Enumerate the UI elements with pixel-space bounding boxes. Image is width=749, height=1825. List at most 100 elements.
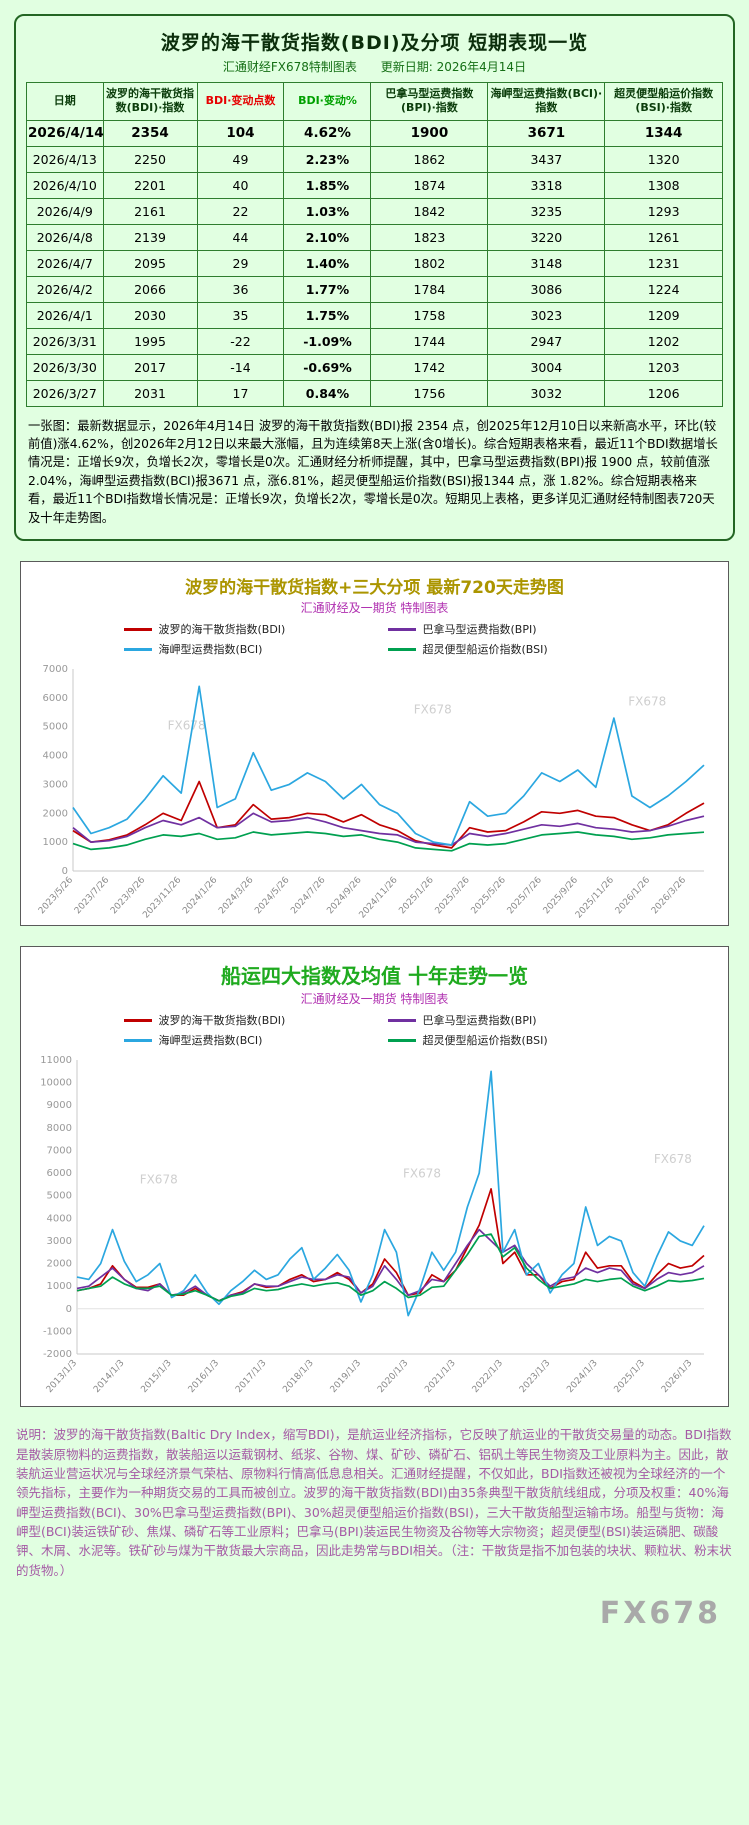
x-tick-label: 2025/5/26 xyxy=(470,875,508,916)
chart-720-panel: 波罗的海干散货指数+三大分项 最新720天走势图 汇通财经及一期货 特制图表 波… xyxy=(20,561,729,927)
cell: 3671 xyxy=(487,119,606,147)
table-row: 2026/4/10 2201 40 1.85% 1874 3318 1308 xyxy=(26,171,723,199)
legend-item: 海岬型运费指数(BCI) xyxy=(123,1032,362,1048)
cell: 29 xyxy=(196,249,285,277)
chart-10y-svg: -2000 -1000 0 1000 2000 3000 4000 5000 6000 7000 8… xyxy=(40,1055,705,1396)
table-row: 2026/4/7 2095 29 1.40% 1802 3148 1231 xyxy=(26,249,723,277)
x-tick-label: 2024/9/26 xyxy=(325,875,363,916)
cell: 1202 xyxy=(604,327,723,355)
x-tick-label: 2024/5/26 xyxy=(253,875,291,916)
x-tick-label: 2018/1/3 xyxy=(281,1359,315,1396)
cell: 2026/4/10 xyxy=(26,171,104,199)
cell: 1261 xyxy=(604,223,723,251)
y-tick-label: 2000 xyxy=(47,1259,72,1270)
x-tick-label: 2025/1/3 xyxy=(613,1359,647,1396)
table-note: 一张图：最新数据显示，2026年4月14日 波罗的海干散货指数(BDI)报 23… xyxy=(28,418,718,525)
cell: 1756 xyxy=(370,379,489,407)
x-tick-label: 2026/1/26 xyxy=(614,875,652,916)
table-title: 波罗的海干散货指数(BDI)及分项 短期表现一览 xyxy=(160,32,589,54)
x-tick-label: 2024/3/26 xyxy=(217,875,255,916)
bdi-table-body: 2026/4/14 2354 104 4.62% 1900 3671 1344 2026/4/… xyxy=(26,119,723,407)
legend-item: 超灵便型船运价指数(BSI) xyxy=(387,641,626,657)
chart-watermark: FX678 xyxy=(414,703,452,717)
x-tick-label: 2026/3/26 xyxy=(650,875,688,916)
legend-label: 海岬型运费指数(BCI) xyxy=(158,643,263,657)
legend-swatch xyxy=(387,647,416,651)
y-tick-label: 0 xyxy=(62,866,68,877)
x-tick-label: 2017/1/3 xyxy=(234,1359,268,1396)
y-tick-label: 6000 xyxy=(47,1168,72,1179)
y-tick-label: 6000 xyxy=(43,693,68,704)
x-tick-label: 2023/5/26 xyxy=(37,875,75,916)
chart-watermark: FX678 xyxy=(168,719,206,733)
cell: 2026/4/9 xyxy=(26,197,104,225)
column-header: BDI·变动点数 xyxy=(196,82,285,121)
chart-10y-panel: 船运四大指数及均值 十年走势一览 汇通财经及一期货 特制图表 波罗的海干散货指数… xyxy=(20,946,729,1408)
chart-watermark: FX678 xyxy=(654,1152,692,1166)
series-line xyxy=(76,1188,705,1302)
cell: -0.69% xyxy=(283,353,372,381)
cell: 3086 xyxy=(487,275,606,303)
y-tick-label: -2000 xyxy=(43,1349,72,1360)
cell: 35 xyxy=(196,301,285,329)
legend-swatch xyxy=(387,627,416,631)
y-tick-label: 3000 xyxy=(47,1236,72,1247)
cell: 1209 xyxy=(604,301,723,329)
y-tick-label: 9000 xyxy=(47,1100,72,1111)
cell: 1802 xyxy=(370,249,489,277)
cell: 3220 xyxy=(487,223,606,251)
cell: 2026/3/27 xyxy=(26,379,104,407)
legend-label: 超灵便型船运价指数(BSI) xyxy=(422,643,548,657)
cell: 2201 xyxy=(102,171,198,199)
x-tick-label: 2020/1/3 xyxy=(376,1359,410,1396)
legend-swatch xyxy=(123,627,152,631)
x-tick-label: 2021/1/3 xyxy=(423,1359,457,1396)
column-header: 巴拿马型运费指数(BPI)·指数 xyxy=(370,82,489,121)
x-tick-label: 2023/1/3 xyxy=(518,1359,552,1396)
table-subtitle-date: 更新日期: 2026年4月14日 xyxy=(380,60,527,74)
cell: 1203 xyxy=(604,353,723,381)
y-tick-label: 5000 xyxy=(43,722,68,733)
chart-10y-subtitle: 汇通财经及一期货 特制图表 xyxy=(300,992,449,1007)
cell: 2066 xyxy=(102,275,198,303)
cell: 2026/4/1 xyxy=(26,301,104,329)
chart-watermark: FX678 xyxy=(140,1173,178,1187)
cell: -1.09% xyxy=(283,327,372,355)
cell: 36 xyxy=(196,275,285,303)
cell: 40 xyxy=(196,171,285,199)
legend-label: 海岬型运费指数(BCI) xyxy=(158,1034,263,1048)
legend-swatch xyxy=(387,1038,416,1042)
chart-720-title: 波罗的海干散货指数+三大分项 最新720天走势图 xyxy=(185,578,564,599)
y-tick-label: 10000 xyxy=(40,1078,72,1089)
series-line xyxy=(72,812,705,847)
legend-item: 波罗的海干散货指数(BDI) xyxy=(123,621,362,637)
column-header: 日期 xyxy=(26,82,104,121)
legend-swatch xyxy=(123,647,152,651)
legend-label: 波罗的海干散货指数(BDI) xyxy=(158,1014,286,1028)
x-tick-label: 2016/1/3 xyxy=(187,1359,221,1396)
x-tick-label: 2025/11/26 xyxy=(574,875,616,920)
cell: 1308 xyxy=(604,171,723,199)
chart-10y-legend: 波罗的海干散货指数(BDI) 巴拿马型运费指数(BPI) 海岬型运费指数(BCI) 超… xyxy=(29,1012,720,1048)
cell: 4.62% xyxy=(283,119,372,147)
y-tick-label: 7000 xyxy=(43,664,68,675)
table-header-row: 日期 波罗的海干散货指数(BDI)·指数 BDI·变动点数 BDI·变动% 巴拿马型运费… xyxy=(26,82,723,121)
cell: 2095 xyxy=(102,249,198,277)
cell: 1823 xyxy=(370,223,489,251)
chart-720-svg: 010002000300040005000600070002023/5/2620… xyxy=(37,664,705,921)
legend-swatch xyxy=(123,1038,152,1042)
y-tick-label: 5000 xyxy=(47,1191,72,1202)
cell: 2250 xyxy=(102,145,198,173)
cell: 1231 xyxy=(604,249,723,277)
series-line xyxy=(76,1070,705,1317)
cell: 1900 xyxy=(370,119,489,147)
table-row: 2026/4/9 2161 22 1.03% 1842 3235 1293 xyxy=(26,197,723,225)
legend-item: 巴拿马型运费指数(BPI) xyxy=(387,1012,626,1028)
page-watermark: FX678 xyxy=(599,1596,721,1632)
x-tick-label: 2023/9/26 xyxy=(109,875,147,916)
cell: 44 xyxy=(196,223,285,251)
x-tick-label: 2015/1/3 xyxy=(139,1359,173,1396)
table-subtitle: 汇通财经FX678特制图表 更新日期: 2026年4月14日 xyxy=(26,58,723,75)
x-tick-label: 2024/1/3 xyxy=(565,1359,599,1396)
